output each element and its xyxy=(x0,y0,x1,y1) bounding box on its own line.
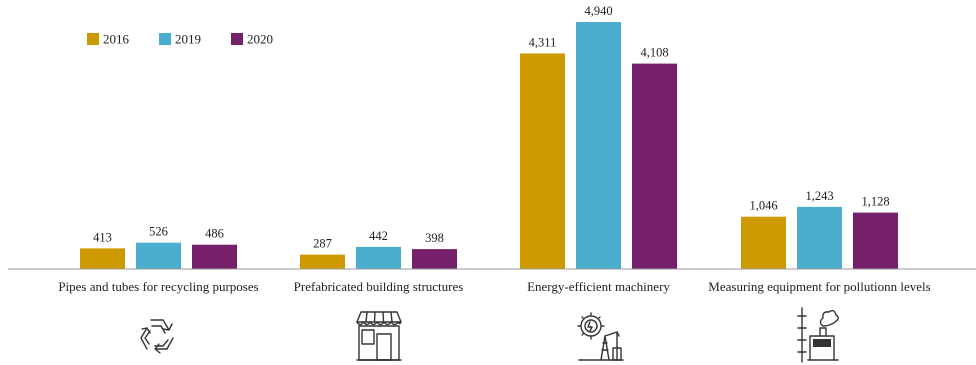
value-label: 1,243 xyxy=(805,189,833,203)
bar-2020-3 xyxy=(632,63,677,269)
value-label: 4,940 xyxy=(584,4,612,18)
value-label: 1,128 xyxy=(861,195,889,209)
value-label: 4,108 xyxy=(640,46,668,60)
value-label: 413 xyxy=(93,230,112,244)
value-labels-layer: 413 287 4,311 1,046 526 442 4,940 1,243 486 398 4,… xyxy=(93,4,889,251)
value-label: 4,311 xyxy=(529,35,557,49)
bar-2016-2 xyxy=(300,254,345,269)
energy-machinery-icon xyxy=(577,312,624,361)
bar-2019-2 xyxy=(356,246,401,269)
value-label: 442 xyxy=(369,229,388,243)
bar-2016-4 xyxy=(741,216,786,269)
pollution-gauge-fill xyxy=(813,339,831,347)
value-label: 287 xyxy=(313,237,332,251)
legend-swatch-2016 xyxy=(87,33,99,45)
category-label: Pipes and tubes for recycling purposes xyxy=(58,279,258,294)
value-label: 526 xyxy=(149,225,168,239)
category-label: Measuring equipment for pollutionn level… xyxy=(708,279,930,294)
category-label: Prefabricated building structures xyxy=(294,279,464,294)
legend: 2016 2019 2020 xyxy=(87,32,273,47)
legend-label: 2019 xyxy=(175,32,201,47)
pollution-measuring-icon xyxy=(797,307,839,363)
bar-2020-1 xyxy=(192,244,237,269)
bar-2019-3 xyxy=(576,22,621,269)
storefront-icon xyxy=(356,311,402,361)
value-label: 398 xyxy=(425,231,444,245)
legend-label: 2016 xyxy=(103,32,130,47)
bar-2019-1 xyxy=(136,242,181,269)
category-labels-layer: Pipes and tubes for recycling purposes Pr… xyxy=(58,279,930,294)
bar-2016-1 xyxy=(80,248,125,269)
value-label: 1,046 xyxy=(749,199,777,213)
recycle-icon xyxy=(140,319,174,354)
bar-2016-3 xyxy=(520,53,565,270)
category-label: Energy-efficient machinery xyxy=(527,279,670,294)
value-label: 486 xyxy=(205,227,224,241)
legend-swatch-2019 xyxy=(159,33,171,45)
bar-2020-2 xyxy=(412,249,457,269)
bar-2020-4 xyxy=(853,212,898,269)
legend-swatch-2020 xyxy=(231,33,243,45)
legend-label: 2020 xyxy=(247,32,273,47)
bars-layer xyxy=(80,22,898,270)
bar-2019-4 xyxy=(797,206,842,269)
